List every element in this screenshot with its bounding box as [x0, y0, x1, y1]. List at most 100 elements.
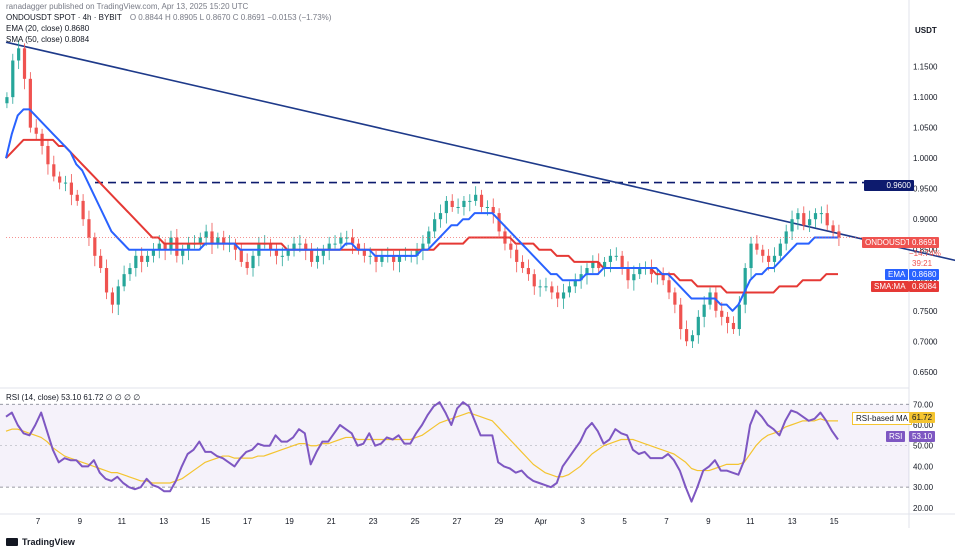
candle-body [292, 243, 296, 250]
candle-body [116, 286, 120, 305]
candle-body [497, 213, 501, 232]
sma-axis-label: SMA:MA [871, 281, 909, 292]
time-tick-label: 23 [369, 517, 378, 526]
candle-body [321, 249, 325, 256]
candle-body [561, 292, 566, 299]
candle-body [509, 243, 513, 250]
candle-body [204, 231, 208, 238]
candle-body [69, 182, 73, 195]
candle-body [585, 268, 589, 275]
candle-body [778, 243, 782, 256]
candle-body [825, 213, 829, 226]
rsi-legend[interactable]: RSI (14, close) 53.10 61.72 ∅ ∅ ∅ ∅ [6, 392, 140, 403]
candle-body [351, 237, 355, 244]
candle-body [567, 286, 572, 293]
candle-body [802, 213, 806, 226]
time-tick-label: 17 [243, 517, 252, 526]
candle-body [274, 249, 279, 256]
rsi-axis-label: RSI [886, 431, 906, 442]
candle-body [690, 335, 695, 342]
candle-body [374, 255, 378, 262]
price-tick-label: 0.8500 [913, 246, 938, 255]
candle-body [310, 249, 314, 262]
candle-body [122, 274, 126, 287]
candle-body [157, 243, 161, 250]
candle-body [87, 219, 91, 238]
candle-body [392, 255, 396, 262]
price-tick-label: 1.1000 [913, 93, 938, 102]
last-price-symbol-tag: ONDOUSDT [862, 237, 914, 248]
candle-body [462, 200, 466, 207]
candle-body [731, 322, 736, 330]
candle-body [749, 243, 753, 269]
candle-body [186, 243, 191, 250]
sma-legend-text: SMA (50, close) 0.8084 [6, 35, 90, 44]
candle-body [532, 274, 536, 287]
time-tick-label: 7 [36, 517, 41, 526]
rsi-tick-label: 70.00 [913, 400, 934, 409]
time-tick-label: 9 [706, 517, 711, 526]
candle-body [339, 237, 343, 244]
candle-body [755, 243, 759, 250]
candle-body [468, 200, 472, 202]
time-tick-label: 9 [78, 517, 83, 526]
price-tick-label: 0.7500 [913, 307, 938, 316]
candle-body [479, 194, 484, 207]
time-tick-label: 11 [118, 517, 127, 526]
ema-legend[interactable]: EMA (20, close) 0.8680 [6, 23, 89, 34]
candle-body [714, 292, 718, 311]
time-tick-label: Apr [535, 517, 548, 526]
candle-body [46, 145, 50, 165]
author-line: ranadagger published on TradingView.com,… [6, 2, 249, 11]
candle-body [602, 261, 607, 269]
candle-body [661, 274, 665, 281]
candle-body [63, 182, 68, 184]
candle-body [491, 207, 495, 214]
tradingview-logo-icon [6, 538, 18, 546]
ema-axis-value: 0.8680 [909, 269, 940, 280]
candle-body [151, 249, 156, 256]
candle-body [110, 292, 114, 305]
candle-body [485, 207, 489, 208]
candle-body [175, 237, 179, 256]
candle-body [304, 243, 308, 250]
candle-body [632, 274, 636, 281]
candle-body [251, 255, 255, 269]
ema20-line [5, 108, 838, 312]
candle-body [638, 268, 642, 275]
candle-body [34, 127, 38, 134]
candle-body [421, 243, 425, 250]
candle-body [456, 207, 460, 208]
candle-body [181, 249, 185, 256]
candle-body [99, 255, 103, 269]
time-tick-label: 7 [664, 517, 669, 526]
candle-body [438, 213, 443, 220]
rsi-legend-text: RSI (14, close) 53.10 61.72 ∅ ∅ ∅ ∅ [6, 393, 141, 402]
rsi-tick-label: 50.00 [913, 442, 934, 451]
time-tick-label: 15 [201, 517, 210, 526]
candle-body [22, 48, 27, 79]
time-tick-label: 29 [494, 517, 503, 526]
candle-body [837, 231, 841, 238]
candle-body [573, 280, 577, 287]
time-tick-label: 13 [788, 517, 797, 526]
rsi-tick-label: 60.00 [913, 421, 934, 430]
rsi-tick-label: 30.00 [913, 483, 934, 492]
tradingview-brand[interactable]: TradingView [6, 537, 75, 547]
candle-body [140, 255, 144, 262]
time-tick-label: 15 [830, 517, 839, 526]
candle-body [210, 231, 214, 244]
candle-body [743, 268, 747, 305]
rsi-ma-axis-label: RSI-based MA [852, 412, 913, 425]
candle-body [614, 255, 618, 257]
symbol-title[interactable]: ONDOUSDT SPOT · 4h · BYBIT [6, 13, 122, 22]
candle-body [673, 292, 677, 305]
ema-legend-text: EMA (20, close) 0.8680 [6, 24, 90, 33]
price-tick-label: 0.6500 [913, 368, 938, 377]
candle-body [11, 60, 15, 98]
candle-body [58, 176, 62, 183]
sma-legend[interactable]: SMA (50, close) 0.8084 [6, 34, 89, 45]
candle-body [550, 286, 554, 293]
